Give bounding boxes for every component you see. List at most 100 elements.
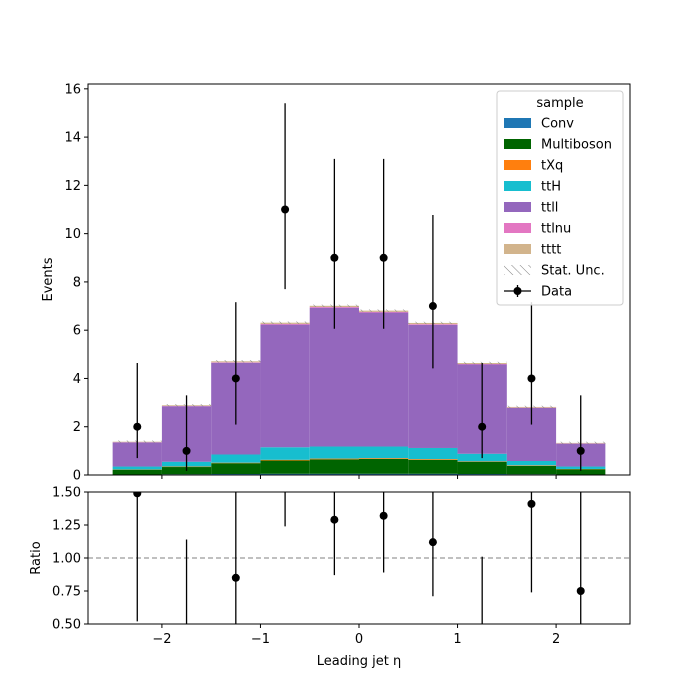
main-ylabel: Events [41,257,56,301]
legend-entry-stat-unc-: Stat. Unc. [504,264,605,279]
bar-conv-bin-4 [309,473,359,475]
ratio-point-1 [183,640,191,648]
bar-ttlnu-bin-3 [260,323,310,325]
ratio-xtick-label-0: −2 [152,632,171,647]
bar-tth-bin-5 [359,446,409,459]
ratio-ylabel: Ratio [29,541,44,574]
legend-swatch-1 [504,139,531,149]
bar-multiboson-bin-8 [506,465,557,475]
data-point-6 [428,302,437,311]
series-multiboson [112,458,606,475]
legend-swatch-8 [513,287,522,295]
main-ytick-label-1: 2 [73,420,81,435]
legend-label-4: ttll [541,201,558,216]
ratio-ytick-label-2: 1.00 [52,552,81,567]
ratio-ytick-label-1: 0.75 [52,585,81,600]
ratio-ytick-label-4: 1.50 [52,486,81,501]
legend-label-8: Data [541,285,572,300]
legend-swatch-2 [504,160,531,170]
bar-tth-bin-0 [112,466,162,470]
bar-multiboson-bin-4 [309,459,359,474]
main-ytick-label-2: 4 [73,372,81,387]
bar-multiboson-bin-7 [457,461,507,475]
main-ytick-label-7: 14 [64,131,81,146]
bar-ttll-bin-4 [309,307,359,447]
legend-entry-tth: ttH [504,180,561,195]
main-ytick-label-6: 12 [64,179,81,194]
main-ytick-label-0: 0 [73,469,81,484]
legend: sample Conv Multiboson tXq ttH ttll ttlnu tttt S… [496,90,624,306]
bar-ttll-bin-5 [359,312,409,447]
ratio-xtick-label-1: −1 [251,632,270,647]
bar-conv-bin-6 [408,473,458,475]
bar-txq-bin-5 [359,458,409,459]
bar-tth-bin-3 [260,447,310,460]
main-ytick-label-3: 6 [73,324,81,339]
legend-entry-ttll: ttll [504,201,558,216]
bar-multiboson-bin-0 [112,469,162,475]
ratio-point-6 [428,538,437,547]
legend-label-3: ttH [541,180,561,195]
bar-multiboson-bin-9 [556,469,606,475]
data-points [133,103,585,471]
bar-txq-bin-6 [408,459,458,460]
stat-unc-bin-3 [260,321,310,324]
main-panel: 0 2 4 6 8 10 12 14 16 Events [41,82,631,484]
ratio-point-0 [133,492,142,498]
legend-entry-tttt: tttt [504,243,561,258]
ratio-xtick-label-2: 0 [355,632,363,647]
bar-multiboson-bin-5 [359,458,409,474]
main-ytick-label-4: 8 [73,275,81,290]
data-point-1 [182,446,191,455]
ratio-points [133,492,585,648]
bar-tth-bin-8 [506,461,557,466]
ratio-point-9 [576,587,585,595]
data-point-3 [281,205,290,214]
legend-entry-ttlnu: ttlnu [504,222,571,237]
ratio-xtick-label-3: 1 [453,632,461,647]
ratio-point-5 [379,511,388,520]
data-point-7 [478,422,487,431]
legend-label-1: Multiboson [541,138,612,153]
bar-multiboson-bin-2 [211,463,261,475]
ratio-point-2 [231,573,240,582]
main-ytick-label-5: 10 [64,227,81,242]
legend-label-0: Conv [541,117,574,132]
legend-entry-conv: Conv [504,117,574,132]
ratio-xtick-label-4: 2 [552,632,560,647]
ratio-point-4 [330,515,339,524]
legend-swatch-4 [504,202,531,212]
bar-tth-bin-4 [309,446,359,459]
bar-txq-bin-4 [309,458,359,460]
legend-entry-txq: tXq [504,159,563,174]
data-point-0 [133,422,142,431]
bar-ttll-bin-3 [260,324,310,448]
ratio-panel: 0.50 0.75 1.00 1.25 1.50 −2 −1 0 1 2 Ratio Leading … [29,486,631,669]
legend-title: sample [536,96,583,111]
ratio-xlabel: Leading jet η [317,654,402,669]
legend-swatch-5 [504,223,531,233]
legend-swatch-0 [504,118,531,128]
legend-swatch-6 [504,244,531,254]
data-point-4 [330,253,339,262]
bar-multiboson-bin-3 [260,460,310,474]
legend-label-6: tttt [541,243,561,258]
ratio-point-7 [478,628,486,636]
bar-tth-bin-2 [211,454,261,463]
data-point-9 [576,446,585,455]
legend-label-2: tXq [541,159,563,174]
legend-label-5: ttlnu [541,222,571,237]
data-point-5 [379,253,388,262]
ratio-ytick-label-3: 1.25 [52,519,81,534]
data-point-8 [527,374,536,383]
data-point-2 [231,374,240,383]
bar-txq-bin-3 [260,459,310,461]
bar-conv-bin-3 [260,473,310,475]
legend-entry-data: Data [504,285,572,300]
ratio-point-8 [527,499,536,508]
legend-swatch-3 [504,181,531,191]
bar-multiboson-bin-6 [408,459,458,474]
bar-conv-bin-5 [359,473,409,475]
main-ytick-label-8: 16 [64,82,81,97]
